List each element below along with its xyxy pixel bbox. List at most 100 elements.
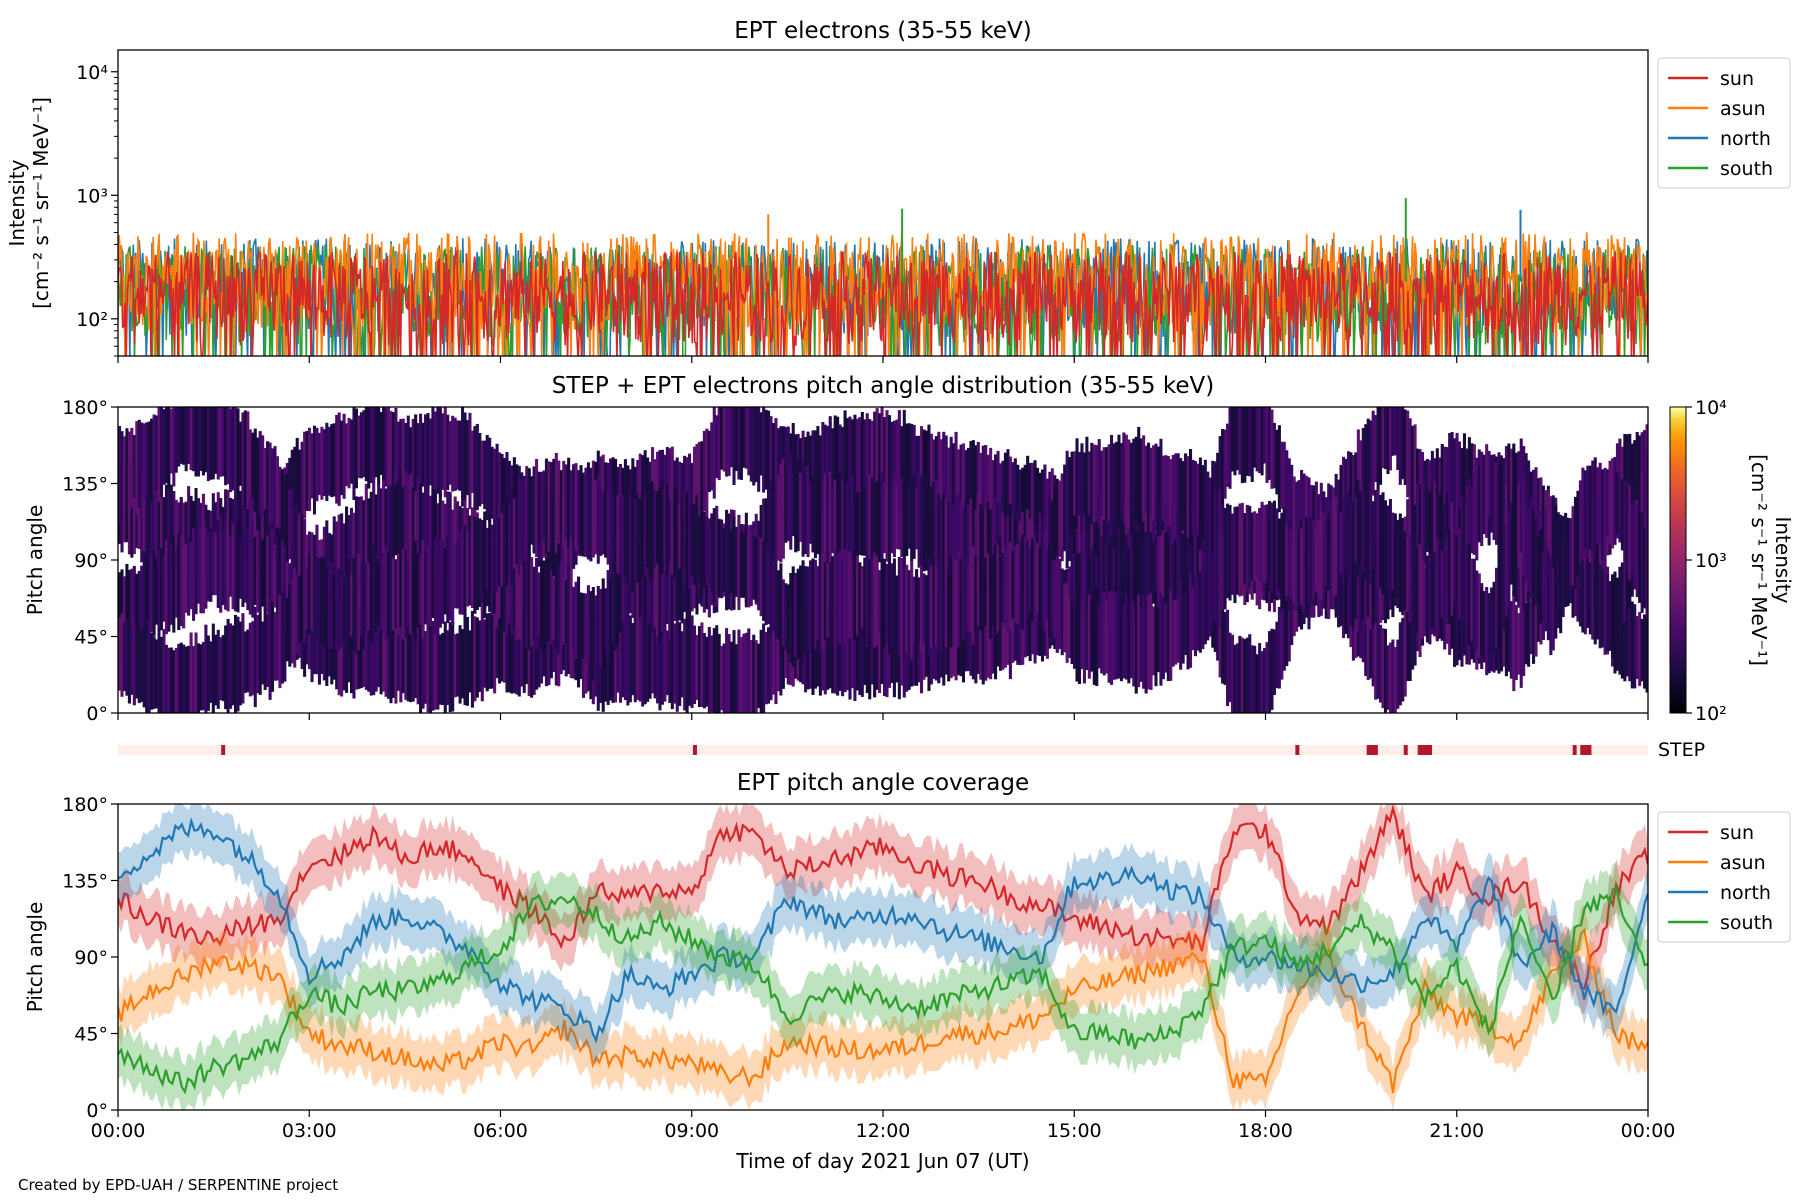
heatmap-cell <box>1154 533 1158 612</box>
heatmap-cell <box>1344 535 1348 627</box>
heatmap-cell <box>325 568 329 639</box>
heatmap-cell <box>532 466 536 554</box>
heatmap-cell <box>942 589 946 686</box>
panel4-ytick-label-3: 135° <box>62 871 108 893</box>
heatmap-cell <box>320 557 324 644</box>
heatmap-cell <box>1618 566 1622 645</box>
heatmap-cell <box>828 472 832 569</box>
heatmap-cell <box>1100 599 1104 674</box>
heatmap-cell <box>162 629 166 713</box>
heatmap-cell <box>1376 619 1380 699</box>
heatmap-cell <box>572 464 576 551</box>
heatmap-cell <box>1026 455 1030 555</box>
heatmap-cell <box>1124 434 1128 523</box>
heatmap-cell <box>823 473 827 565</box>
heatmap-cell <box>1196 463 1200 536</box>
heatmap-cell <box>401 548 405 640</box>
heatmap-cell <box>1344 504 1348 573</box>
heatmap-cell <box>1408 418 1412 503</box>
heatmap-cell <box>1127 547 1131 612</box>
heatmap-cell <box>920 426 924 512</box>
heatmap-cell <box>907 423 911 504</box>
heatmap-cell <box>1300 528 1304 605</box>
heatmap-cell <box>1603 467 1607 540</box>
heatmap-cell <box>1492 581 1496 653</box>
heatmap-cell <box>1591 460 1595 553</box>
heatmap-cell <box>1438 457 1442 521</box>
heatmap-cell <box>1137 426 1141 524</box>
heatmap-cell <box>258 530 262 615</box>
heatmap-cell <box>858 608 862 695</box>
heatmap-cell <box>1151 506 1156 577</box>
heatmap-cell <box>663 623 667 702</box>
heatmap-cell <box>1011 551 1015 619</box>
heatmap-cell <box>1509 601 1513 679</box>
heatmap-cell <box>451 621 455 712</box>
heatmap-cell <box>991 554 995 627</box>
heatmap-cell <box>868 419 872 488</box>
heatmap-cell <box>1213 490 1217 560</box>
heatmap-cell <box>275 456 280 528</box>
heatmap-cell <box>1216 579 1220 661</box>
heatmap-cell <box>1085 544 1089 637</box>
heatmap-cell <box>1073 475 1077 570</box>
heatmap-cell <box>1285 450 1289 534</box>
heatmap-cell <box>900 426 904 493</box>
heatmap-cell <box>1396 519 1400 598</box>
heatmap-cell <box>369 610 373 696</box>
heatmap-cell <box>1578 480 1582 564</box>
heatmap-cell <box>1280 441 1284 509</box>
heatmap-cell <box>1366 418 1370 506</box>
heatmap-cell <box>162 409 166 485</box>
heatmap-cell <box>1011 598 1015 663</box>
heatmap-cell <box>1327 513 1331 590</box>
heatmap-cell <box>764 409 768 490</box>
heatmap-cell <box>986 590 990 678</box>
heatmap-cell <box>152 636 156 709</box>
heatmap-cell <box>1075 438 1079 529</box>
heatmap-cell <box>1610 469 1615 534</box>
heatmap-cell <box>952 443 956 516</box>
heatmap-cell <box>1127 601 1131 684</box>
heatmap-cell <box>1159 592 1163 686</box>
heatmap-cell <box>1549 499 1553 574</box>
heatmap-cell <box>1386 645 1390 710</box>
heatmap-cell <box>135 628 139 699</box>
heatmap-cell <box>1640 511 1644 613</box>
heatmap-cell <box>426 545 430 630</box>
heatmap-cell <box>554 453 558 554</box>
heatmap-cell <box>342 578 346 641</box>
heatmap-cell <box>515 604 519 695</box>
panel1-legend-label-sun: sun <box>1720 68 1754 90</box>
heatmap-cell <box>1068 457 1072 534</box>
heatmap-cell <box>833 608 837 694</box>
heatmap-cell <box>443 547 447 615</box>
heatmap-cell <box>419 413 423 503</box>
heatmap-cell <box>826 475 830 564</box>
heatmap-cell <box>1393 407 1397 456</box>
heatmap-cell <box>732 516 736 609</box>
heatmap-cell <box>646 619 650 702</box>
heatmap-cell <box>855 418 859 494</box>
heatmap-cell <box>892 558 896 653</box>
heatmap-cell <box>697 626 701 708</box>
heatmap-cell <box>443 503 447 574</box>
heatmap-cell <box>490 524 494 588</box>
heatmap-cell <box>169 647 173 713</box>
heatmap-cell <box>1226 609 1230 707</box>
heatmap-cell <box>1339 543 1343 617</box>
heatmap-cell <box>374 494 378 557</box>
heatmap-cell <box>327 426 331 496</box>
heatmap-cell <box>409 550 413 635</box>
heatmap-cell <box>920 475 924 567</box>
heatmap-cell <box>1287 528 1291 596</box>
heatmap-cell <box>1211 553 1215 629</box>
heatmap-cell <box>238 621 242 706</box>
heatmap-cell <box>900 558 904 657</box>
heatmap-cell <box>638 613 642 702</box>
heatmap-cell <box>976 442 980 525</box>
heatmap-cell <box>1361 428 1365 516</box>
heatmap-cell <box>512 558 516 628</box>
heatmap-cell <box>1349 452 1353 542</box>
heatmap-cell <box>416 423 420 491</box>
